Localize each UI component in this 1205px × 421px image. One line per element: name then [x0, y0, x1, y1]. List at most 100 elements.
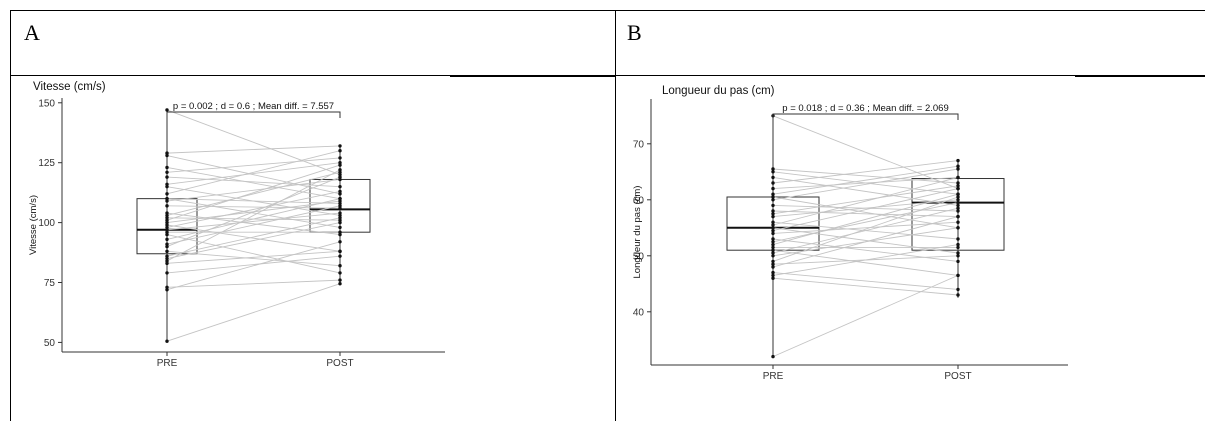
y-tick-label: 75 [44, 278, 56, 289]
stats-annotation: p = 0.018 ; d = 0.36 ; Mean diff. = 2.06… [782, 103, 948, 114]
data-point-pre [771, 220, 775, 224]
data-point-pre [771, 181, 775, 185]
paired-line [772, 188, 959, 232]
data-point-post [956, 206, 960, 210]
data-point-post [338, 271, 342, 275]
paired-line [772, 202, 959, 243]
data-point-post [338, 213, 342, 218]
data-point-post [956, 226, 960, 230]
paired-line [772, 160, 959, 184]
data-point-pre [165, 230, 169, 234]
significance-bracket [166, 111, 341, 118]
data-point-pre [165, 223, 169, 227]
x-tick-label: POST [944, 371, 971, 382]
paired-line [166, 212, 341, 231]
paired-line [166, 283, 341, 342]
paired-line [772, 193, 959, 246]
data-point-post [956, 186, 960, 191]
data-point-pre [771, 251, 775, 255]
data-point-post [338, 192, 342, 196]
data-point-post [956, 195, 960, 199]
data-point-pre [771, 354, 775, 359]
data-point-post [338, 144, 342, 148]
data-point-pre [771, 203, 775, 208]
data-point-pre [165, 153, 169, 158]
data-point-pre [771, 242, 775, 247]
paired-line [166, 198, 341, 240]
paired-line [166, 222, 341, 259]
data-point-pre [771, 245, 775, 250]
x-tick-label: POST [326, 358, 353, 369]
data-point-pre [165, 228, 169, 232]
paired-line [772, 165, 959, 195]
data-point-pre [165, 165, 169, 170]
data-point-post [338, 282, 342, 286]
data-point-post [338, 232, 342, 237]
paired-line [166, 167, 341, 200]
data-point-pre [771, 198, 775, 202]
data-point-pre [771, 167, 775, 171]
paired-line [772, 274, 959, 358]
data-point-post [956, 184, 960, 188]
paired-line [772, 176, 959, 226]
data-point-pre [165, 184, 169, 189]
paired-line [772, 272, 959, 290]
paired-line [166, 241, 341, 291]
data-point-pre [771, 254, 775, 258]
data-point-pre [771, 209, 775, 213]
data-point-pre [165, 199, 169, 203]
data-point-post [956, 209, 960, 213]
panel-letter-b: B [627, 20, 642, 45]
data-point-pre [771, 270, 775, 275]
paired-line [772, 244, 959, 276]
paired-line [166, 198, 341, 204]
data-point-post [956, 254, 960, 258]
data-point-post [338, 264, 342, 268]
paired-line [166, 162, 341, 185]
data-point-post [338, 211, 342, 215]
data-point-post [338, 218, 342, 222]
data-point-pre [165, 237, 169, 242]
data-point-post [956, 164, 960, 168]
data-point-pre [771, 273, 775, 278]
paired-line [166, 279, 341, 288]
data-point-pre [165, 242, 169, 246]
data-point-pre [165, 249, 169, 254]
paired-line [166, 224, 341, 252]
data-point-post [338, 156, 342, 160]
paired-line [166, 155, 341, 195]
paired-line [772, 176, 959, 190]
paired-line [772, 216, 959, 268]
chart-a-title: Vitesse (cm/s) [33, 81, 106, 93]
data-point-pre [165, 256, 169, 261]
paired-line [772, 176, 959, 206]
x-tick-label: PRE [763, 371, 784, 382]
paired-line [166, 198, 341, 228]
data-point-post [338, 225, 342, 230]
data-point-post [956, 200, 960, 205]
data-point-pre [165, 213, 169, 218]
paired-line [772, 196, 959, 262]
paired-line [772, 238, 959, 262]
data-point-pre [165, 271, 169, 275]
chart-b-title: Longueur du pas (cm) [662, 85, 775, 97]
data-point-pre [771, 231, 775, 236]
data-point-post [956, 237, 960, 241]
paired-line [166, 145, 341, 154]
data-point-post [338, 230, 342, 234]
data-point-post [338, 220, 342, 225]
data-point-post [338, 196, 342, 201]
paired-line [166, 171, 341, 216]
paired-line [166, 109, 341, 176]
paired-line [166, 179, 341, 202]
y-axis-label: Longueur du pas (cm) [632, 186, 643, 279]
paired-line [166, 205, 341, 245]
paired-line [772, 221, 959, 234]
data-point-pre [165, 244, 169, 249]
data-point-post [338, 170, 342, 174]
data-point-post [956, 293, 960, 297]
data-point-pre [771, 276, 775, 280]
data-point-post [956, 175, 960, 180]
